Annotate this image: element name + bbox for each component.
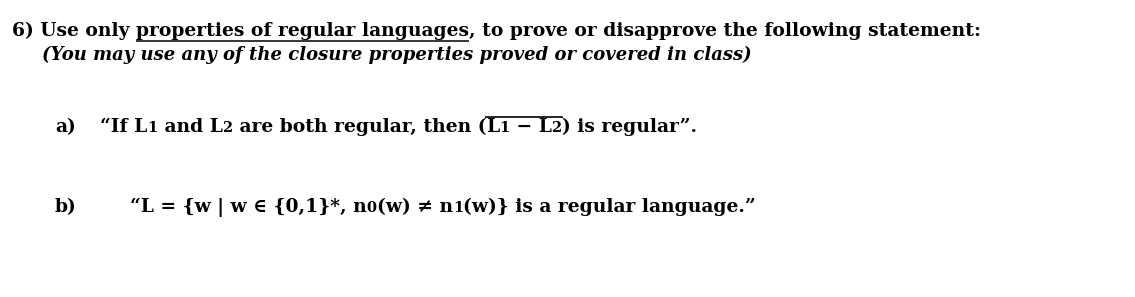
Text: 2: 2	[222, 121, 233, 135]
Text: are both regular, then (: are both regular, then (	[233, 118, 486, 136]
Text: properties of regular languages: properties of regular languages	[136, 22, 469, 40]
Text: and L: and L	[158, 118, 222, 136]
Text: a): a)	[54, 118, 76, 136]
Text: 0: 0	[367, 201, 377, 216]
Text: b): b)	[54, 198, 77, 216]
Text: (w)} is a regular language.”: (w)} is a regular language.”	[463, 198, 756, 216]
Text: (w) ≠ n: (w) ≠ n	[377, 198, 453, 216]
Text: − L: − L	[510, 118, 552, 136]
Text: ) is regular”.: ) is regular”.	[562, 118, 697, 136]
Text: , to prove or disapprove the following statement:: , to prove or disapprove the following s…	[469, 22, 981, 40]
Text: 6) Use only: 6) Use only	[12, 22, 136, 40]
Text: “L = {w | w ∈ {0,1}*, n: “L = {w | w ∈ {0,1}*, n	[131, 198, 367, 217]
Text: 1: 1	[148, 121, 158, 135]
Text: 2: 2	[552, 121, 562, 135]
Text: 1: 1	[453, 201, 463, 216]
Text: “If L: “If L	[100, 118, 148, 136]
Text: (You may use any of the closure properties proved or covered in class): (You may use any of the closure properti…	[42, 46, 751, 64]
Text: 1: 1	[499, 121, 510, 135]
Text: L: L	[486, 118, 499, 136]
